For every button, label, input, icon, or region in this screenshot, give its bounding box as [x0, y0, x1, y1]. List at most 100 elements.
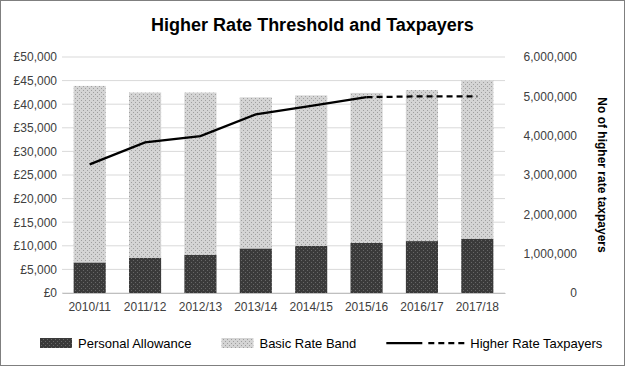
tick: 2014/15	[289, 293, 333, 314]
axis-line	[505, 58, 506, 294]
tick-label: 2012/13	[179, 300, 223, 314]
tick-label: 0	[570, 286, 577, 300]
tick-label: 2017/18	[456, 300, 500, 314]
tick: £20,000	[14, 192, 62, 206]
legend-label: Basic Rate Band	[259, 336, 356, 351]
tick: £15,000	[14, 216, 62, 230]
tick-label: £15,000	[14, 216, 58, 230]
grid-line	[62, 222, 505, 223]
bar	[74, 86, 106, 263]
bar	[351, 243, 383, 293]
tick: £10,000	[14, 239, 62, 253]
tick: 2,000,000	[505, 208, 577, 222]
tick-label: 2013/14	[234, 300, 278, 314]
tick: 2010/11	[68, 293, 111, 314]
tick-label: £50,000	[14, 50, 58, 64]
grid-line	[62, 198, 505, 199]
tick-label: 5,000,000	[524, 90, 578, 104]
grid-line	[62, 293, 505, 294]
line	[367, 95, 478, 98]
tick: £50,000	[14, 50, 62, 64]
tick: 1,000,000	[505, 247, 577, 261]
tick-label: 1,000,000	[524, 247, 578, 261]
tick: £35,000	[14, 121, 62, 135]
legend-swatch	[428, 342, 464, 344]
bar	[295, 246, 327, 293]
bar	[240, 248, 272, 293]
legend-swatch	[221, 338, 253, 348]
tick-label: £30,000	[14, 145, 58, 159]
bar	[129, 93, 161, 258]
x-axis: 2010/11 2011/12 2012/13 2013/14 2014/15 2015/…	[63, 293, 506, 314]
grid-line	[62, 245, 505, 246]
bar	[129, 258, 161, 293]
grid-line	[62, 57, 505, 58]
legend-swatch	[40, 338, 72, 348]
tick-label: £5,000	[20, 263, 57, 277]
frame	[1, 1, 625, 366]
bar	[461, 239, 493, 293]
tick: £25,000	[14, 168, 62, 182]
tick-label: 6,000,000	[524, 50, 578, 64]
line	[90, 97, 367, 164]
bar	[74, 262, 106, 293]
tick: £0	[44, 286, 62, 300]
tick: £45,000	[14, 74, 62, 88]
bar-series	[74, 81, 494, 263]
tick-label: 2015/16	[345, 300, 389, 314]
tick: 5,000,000	[505, 90, 577, 104]
tick: 4,000,000	[505, 129, 577, 143]
tick-label: £45,000	[14, 74, 58, 88]
tick: 0	[505, 286, 577, 300]
legend-label: Personal Allowance	[78, 336, 191, 351]
bar	[184, 255, 216, 293]
y2-axis: 0 1,000,000 2,000,000 3,000,000 4,000,000 5,0…	[505, 50, 577, 300]
tick-label: 2014/15	[289, 300, 333, 314]
tick-label: £40,000	[14, 98, 58, 112]
bar	[406, 90, 438, 241]
legend-label: Higher Rate Taxpayers	[470, 336, 602, 351]
tick-label: 2011/12	[124, 300, 167, 314]
bar	[461, 81, 493, 239]
grid-line	[62, 269, 505, 270]
tick-label: 3,000,000	[524, 168, 578, 182]
axis-title: No of higher rate taxpayers	[595, 97, 609, 253]
tick-label: 2010/11	[68, 300, 111, 314]
bar	[295, 95, 327, 245]
grid-line	[62, 175, 505, 176]
axis-line	[62, 58, 63, 294]
marks	[74, 81, 494, 293]
tick: £30,000	[14, 145, 62, 159]
tick-label: £20,000	[14, 192, 58, 206]
tick: 2012/13	[179, 293, 223, 314]
grid-line	[62, 151, 505, 152]
tick-label: £10,000	[14, 239, 58, 253]
bar	[184, 93, 216, 255]
chart: Higher Rate Threshold and Taxpayers £0 £5,…	[0, 0, 625, 366]
tick-label: 2,000,000	[524, 208, 578, 222]
tick-label: £0	[44, 286, 58, 300]
grid-line	[62, 104, 505, 105]
tick-label: £35,000	[14, 121, 58, 135]
grid-line	[62, 127, 505, 128]
tick: 2011/12	[124, 293, 167, 314]
tick: £40,000	[14, 98, 62, 112]
tick-label: 4,000,000	[524, 129, 578, 143]
legend: Personal Allowance Basic Rate Band Higher …	[40, 336, 603, 351]
tick-label: 2016/17	[400, 300, 444, 314]
legend-swatch	[386, 342, 422, 344]
tick-label: £25,000	[14, 168, 58, 182]
grid-line	[62, 80, 505, 81]
bar	[351, 93, 383, 243]
tick: 2017/18	[456, 293, 500, 314]
y-axis: £0 £5,000 £10,000 £15,000 £20,000 £25,000 £30,…	[14, 50, 63, 300]
tick: 3,000,000	[505, 168, 577, 182]
axis-line	[63, 293, 506, 294]
grid	[62, 57, 505, 293]
tick: £5,000	[20, 263, 62, 277]
tick: 2016/17	[400, 293, 444, 314]
title: Higher Rate Threshold and Taxpayers	[151, 15, 474, 35]
tick: 6,000,000	[505, 50, 577, 64]
tick: 2013/14	[234, 293, 278, 314]
bar	[406, 241, 438, 293]
